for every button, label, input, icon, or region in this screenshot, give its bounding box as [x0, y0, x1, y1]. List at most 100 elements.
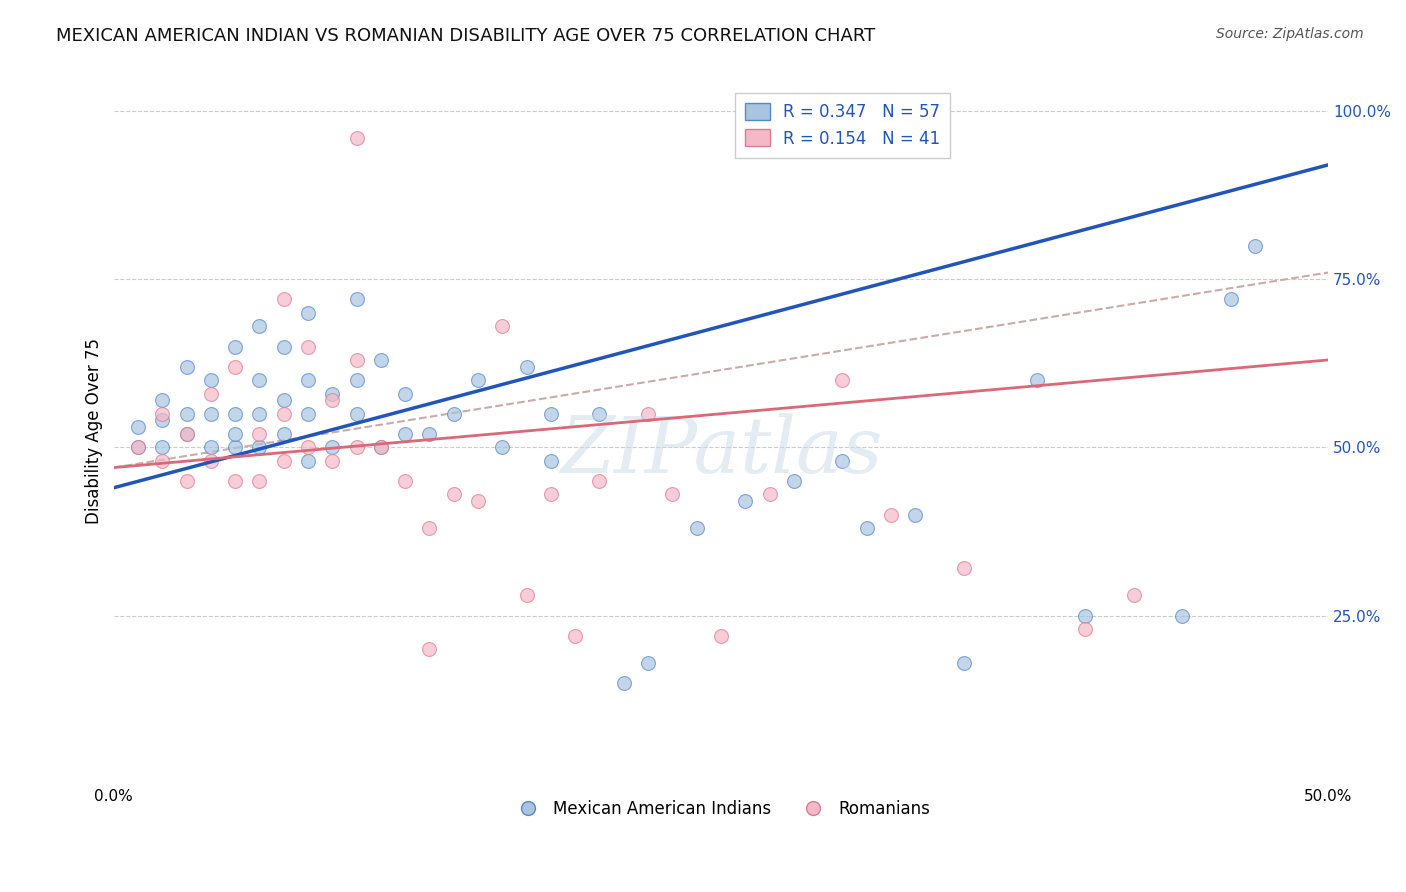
Legend: Mexican American Indians, Romanians: Mexican American Indians, Romanians [505, 794, 936, 825]
Point [588, 474, 610, 488]
Point [467, 494, 489, 508]
Point [637, 407, 659, 421]
Point [150, 407, 173, 421]
Point [370, 353, 392, 368]
Point [346, 353, 368, 368]
Point [176, 426, 198, 441]
Point [176, 359, 198, 374]
Point [249, 474, 271, 488]
Point [150, 413, 173, 427]
Point [321, 454, 343, 468]
Point [564, 629, 586, 643]
Point [370, 441, 392, 455]
Point [249, 319, 271, 334]
Point [346, 293, 368, 307]
Point [952, 656, 974, 670]
Point [1074, 608, 1097, 623]
Point [467, 373, 489, 387]
Point [516, 588, 538, 602]
Point [150, 454, 173, 468]
Point [783, 474, 806, 488]
Point [297, 339, 319, 353]
Point [831, 373, 853, 387]
Point [273, 426, 295, 441]
Text: Source: ZipAtlas.com: Source: ZipAtlas.com [1216, 27, 1364, 41]
Point [297, 373, 319, 387]
Point [346, 407, 368, 421]
Point [540, 454, 562, 468]
Point [249, 426, 271, 441]
Point [224, 441, 246, 455]
Point [273, 454, 295, 468]
Point [200, 454, 222, 468]
Point [150, 393, 173, 408]
Point [394, 474, 416, 488]
Point [370, 441, 392, 455]
Point [200, 386, 222, 401]
Point [176, 407, 198, 421]
Point [297, 441, 319, 455]
Point [880, 508, 903, 522]
Point [443, 407, 465, 421]
Point [855, 521, 877, 535]
Point [491, 441, 513, 455]
Point [127, 441, 149, 455]
Point [127, 441, 149, 455]
Point [637, 656, 659, 670]
Point [685, 521, 707, 535]
Point [613, 676, 636, 690]
Point [150, 441, 173, 455]
Point [661, 487, 683, 501]
Point [588, 407, 610, 421]
Point [127, 420, 149, 434]
Point [418, 521, 440, 535]
Point [297, 306, 319, 320]
Point [394, 386, 416, 401]
Point [394, 426, 416, 441]
Point [297, 407, 319, 421]
Point [831, 454, 853, 468]
Point [224, 426, 246, 441]
Point [224, 339, 246, 353]
Point [540, 407, 562, 421]
Point [491, 319, 513, 334]
Point [540, 487, 562, 501]
Point [200, 373, 222, 387]
Point [273, 407, 295, 421]
Point [1171, 608, 1194, 623]
Point [249, 441, 271, 455]
Point [516, 359, 538, 374]
Point [1220, 293, 1243, 307]
Point [1074, 622, 1097, 636]
Point [904, 508, 927, 522]
Point [249, 407, 271, 421]
Text: MEXICAN AMERICAN INDIAN VS ROMANIAN DISABILITY AGE OVER 75 CORRELATION CHART: MEXICAN AMERICAN INDIAN VS ROMANIAN DISA… [56, 27, 876, 45]
Point [176, 474, 198, 488]
Point [1122, 588, 1144, 602]
Point [346, 441, 368, 455]
Point [734, 494, 756, 508]
Point [443, 487, 465, 501]
Point [1244, 238, 1267, 252]
Point [273, 393, 295, 408]
Point [200, 407, 222, 421]
Point [200, 441, 222, 455]
Point [224, 359, 246, 374]
Point [418, 426, 440, 441]
Point [321, 393, 343, 408]
Point [321, 441, 343, 455]
Point [321, 386, 343, 401]
Point [224, 407, 246, 421]
Point [249, 373, 271, 387]
Point [176, 426, 198, 441]
Text: ZIPatlas: ZIPatlas [560, 414, 882, 490]
Point [224, 474, 246, 488]
Point [952, 561, 974, 575]
Y-axis label: Disability Age Over 75: Disability Age Over 75 [86, 337, 103, 524]
Point [710, 629, 733, 643]
Point [418, 642, 440, 657]
Point [758, 487, 780, 501]
Point [297, 454, 319, 468]
Point [1025, 373, 1047, 387]
Point [273, 293, 295, 307]
